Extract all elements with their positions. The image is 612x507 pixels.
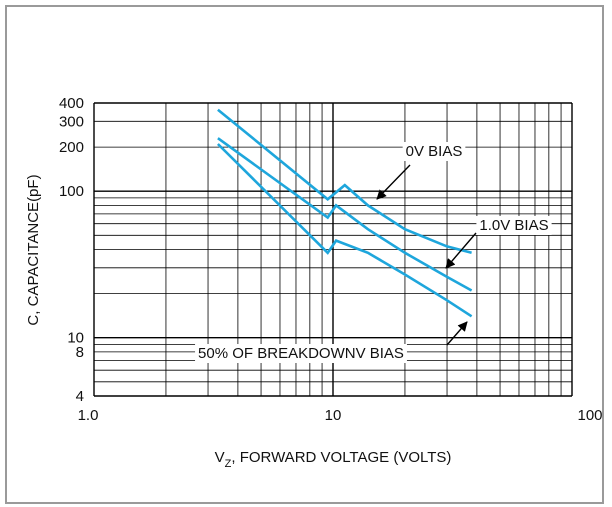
chart-frame [5, 5, 604, 504]
annotation-arrow-1 [376, 164, 411, 200]
x-axis-label-sub: Z [225, 458, 232, 470]
y-tick-label: 100 [59, 183, 84, 200]
x-axis-label-rest: , FORWARD VOLTAGE (VOLTS) [231, 449, 451, 466]
annotation-bg-2 [476, 216, 552, 235]
series-group [216, 108, 473, 318]
series-line-2 [217, 137, 473, 292]
annotation-label-3: 50% OF BREAKDOWNV BIAS [198, 345, 404, 362]
y-tick-label: 400 [59, 95, 84, 112]
x-axis-label-prefix: V [215, 449, 225, 466]
series-line-1 [217, 108, 472, 255]
series-line-3 [216, 143, 473, 318]
y-axis-label: C, CAPACITANCE(pF) [25, 174, 42, 325]
annotation-label-1: 0V BIAS [406, 143, 463, 160]
x-tick-label: 100 [577, 407, 602, 424]
x-tick-label: 1.0 [78, 407, 99, 424]
y-tick-label: 10 [67, 330, 84, 347]
y-tick-label: 8 [76, 344, 84, 361]
annotations: 0V BIAS 1.0V BIAS 50% OF BREAKDOWNV BIAS [195, 142, 552, 363]
annotation-bg-3 [195, 344, 407, 363]
annotation-arrow-2 [445, 232, 477, 269]
x-axis-label: VZ, FORWARD VOLTAGE (VOLTS) [215, 449, 452, 470]
y-tick-label: 4 [76, 388, 84, 405]
annotation-bg-1 [402, 142, 466, 161]
x-tick-label: 10 [325, 407, 342, 424]
annotation-label-2: 1.0V BIAS [479, 217, 548, 234]
y-tick-label: 200 [59, 139, 84, 156]
y-tick-label: 300 [59, 113, 84, 130]
annotation-arrow-3 [446, 321, 468, 346]
